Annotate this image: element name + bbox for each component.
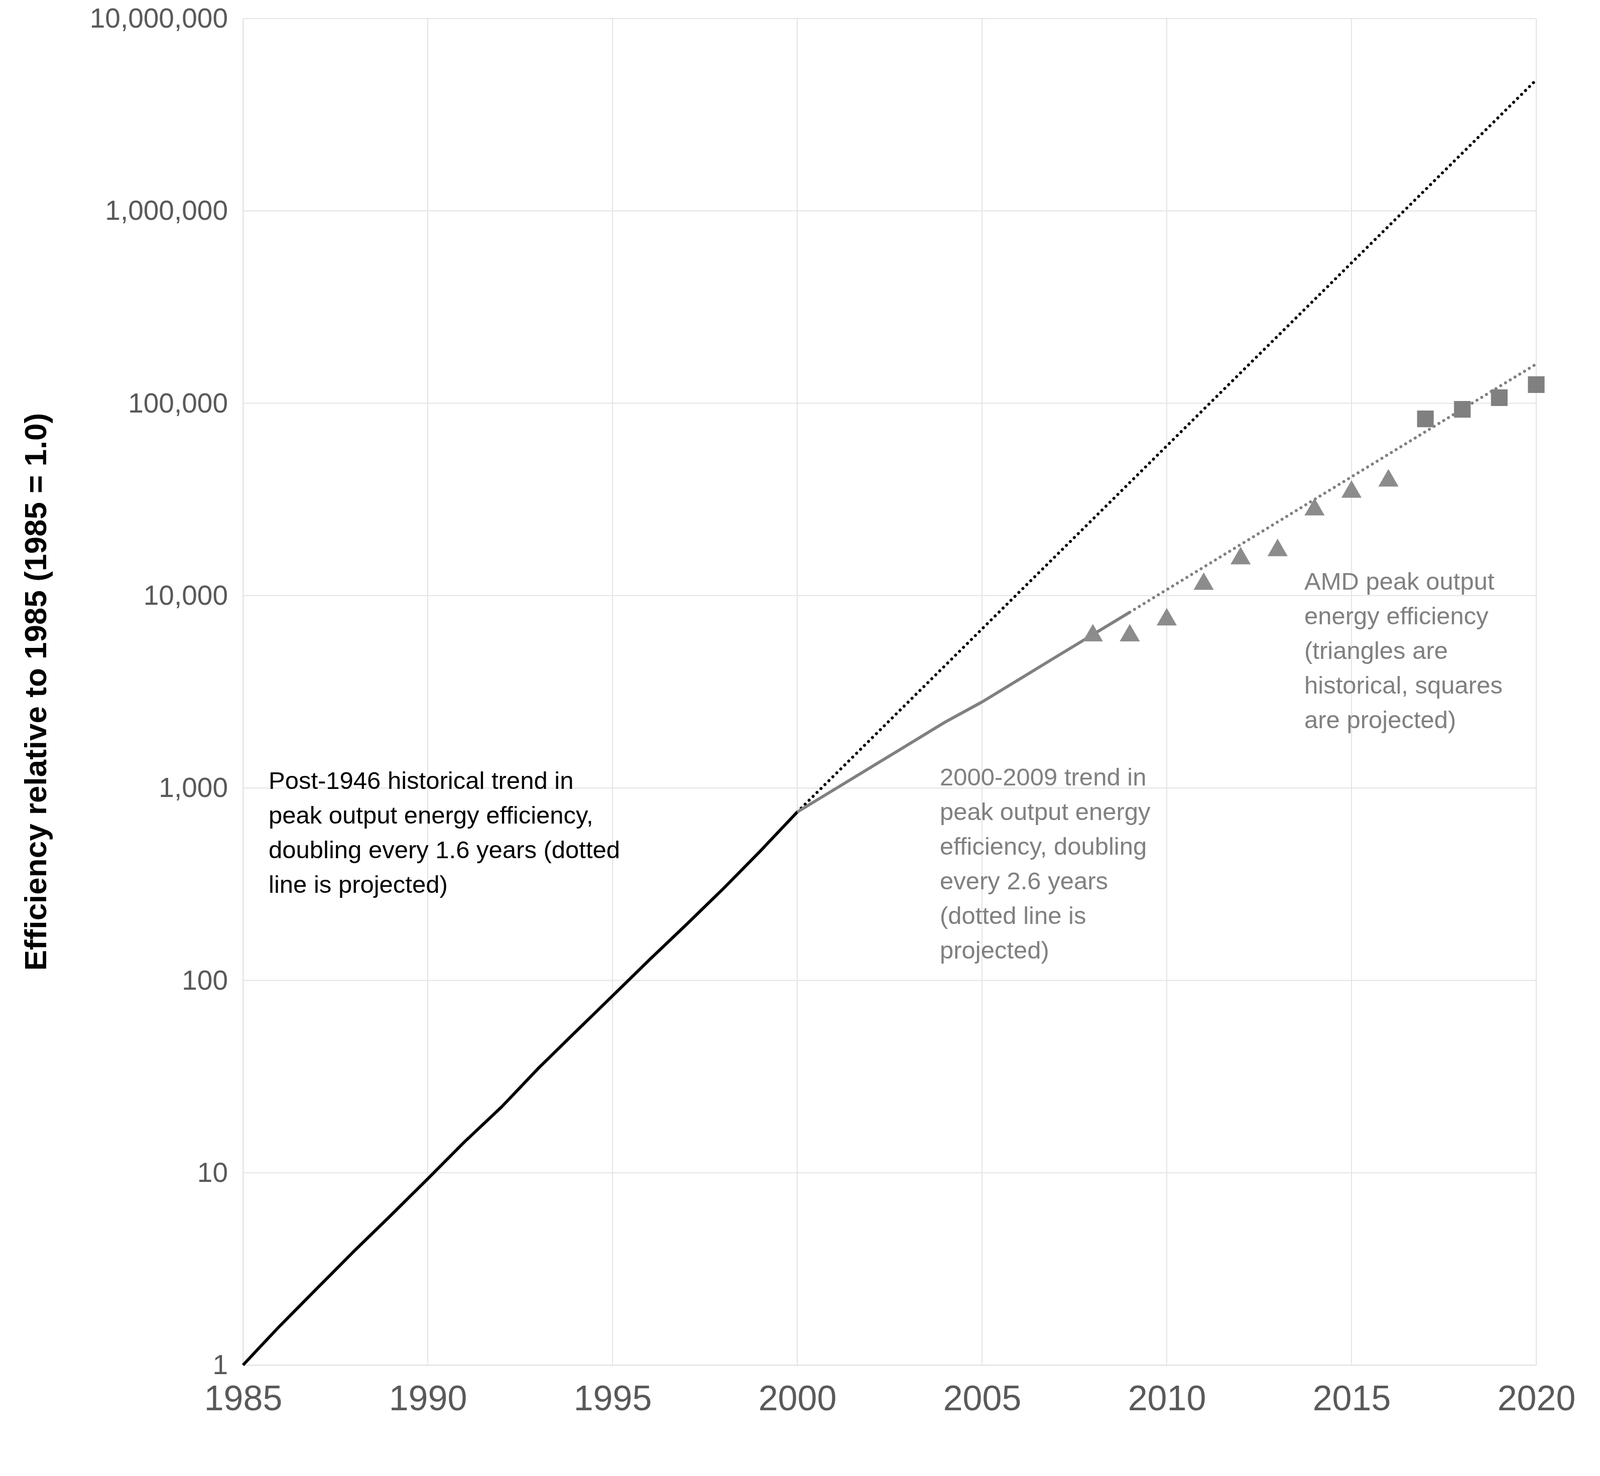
triangle-marker [1378,469,1399,487]
annotation-line: AMD peak output [1304,567,1495,595]
grid-line [242,18,244,1366]
y-tick: 100 [181,964,243,997]
y-tick: 10,000 [143,579,243,611]
projected-line [797,79,1537,813]
x-tick-label: 1995 [573,1379,653,1419]
grid-line [1535,18,1537,1366]
square-marker [1453,401,1471,418]
grid-line [427,18,429,1366]
x-tick-label: 2010 [1128,1379,1207,1419]
grid-line [242,979,1537,981]
triangle-marker [1119,624,1140,642]
annotation-line: 2000-2009 trend in [939,763,1147,791]
x-tick: 2010 [1128,1365,1207,1419]
y-tick: 1 [212,1349,243,1381]
y-tick-label: 100,000 [128,387,228,419]
y-tick: 1,000,000 [104,194,243,226]
grid [242,18,1537,1366]
x-tick-label: 2000 [758,1379,837,1419]
x-tick: 2020 [1497,1365,1576,1419]
x-tick: 1990 [389,1365,468,1419]
y-tick-label: 1,000 [158,772,228,804]
y-tick-label: 10,000,000 [89,2,228,34]
grid-line [242,403,1537,405]
y-tick-label: 1,000,000 [104,194,228,226]
y-axis: 1 10 100 1,000 10,000 100,000 1,000,000 10,000,… [89,2,244,1381]
square-marker [1491,389,1508,407]
x-tick: 1995 [573,1365,653,1419]
grid-line [1166,18,1168,1366]
y-tick-label: 10 [197,1157,228,1189]
x-axis: 1985 1990 1995 2000 2005 2010 2015 2020 [204,1365,1576,1419]
triangle-marker [1304,498,1325,516]
grid-line [611,18,613,1366]
y-tick-label: 10,000 [143,579,228,611]
triangle-marker [1341,480,1362,499]
x-tick-label: 1990 [389,1379,468,1419]
y-tick: 1,000 [158,772,243,804]
annotation-line: projected) [939,936,1050,964]
projected-line [1129,363,1537,613]
x-tick: 2005 [943,1365,1022,1419]
annotation-line: Post-1946 historical trend in [268,767,574,795]
y-tick: 10,000,000 [89,2,243,34]
chart: 1985 1990 1995 2000 2005 2010 2015 2020 1 10 100 1,… [0,0,1600,1476]
x-tick-label: 2015 [1312,1379,1392,1419]
y-tick: 10 [197,1157,243,1189]
annotation-line: are projected) [1304,706,1456,734]
y-axis-line [242,19,244,1367]
grid-line [981,18,983,1366]
x-tick-label: 2020 [1497,1379,1576,1419]
y-tick: 100,000 [128,387,243,419]
annotation: AMD peak output energy efficiency (triangl… [1304,567,1503,734]
annotation-line: peak output energy [939,798,1151,826]
grid-line [242,1365,1537,1367]
y-axis-title: Efficiency relative to 1985 (1985 = 1.0) [18,413,53,971]
annotation: 2000-2009 trend in peak output energy effi… [939,763,1151,964]
annotation-line: line is projected) [268,871,448,899]
grid-line [242,1172,1537,1174]
trend-line [242,812,798,1366]
triangle-marker [1230,547,1251,565]
annotation-line: peak output energy efficiency, [268,801,594,829]
annotation-line: (triangles are [1304,637,1448,665]
x-axis-line [243,1365,1537,1367]
annotation-line: every 2.6 years [939,867,1109,895]
annotation-line: (dotted line is [939,902,1086,930]
annotation-line: energy efficiency [1304,602,1489,630]
triangle-marker [1267,538,1288,557]
plot-area [242,79,1545,1366]
grid-line [242,18,1537,20]
grid-line [242,595,1537,597]
x-tick: 2015 [1312,1365,1392,1419]
annotation-line: efficiency, doubling [939,832,1147,860]
grid-line [242,210,1537,212]
x-tick: 2000 [758,1365,837,1419]
x-tick-label: 2005 [943,1379,1022,1419]
square-marker [1527,376,1545,394]
y-tick-label: 100 [181,964,228,997]
grid-line [796,18,798,1366]
annotation-line: doubling every 1.6 years (dotted [268,836,621,864]
triangle-marker [1156,608,1177,627]
triangle-marker [1193,572,1214,590]
annotation-line: historical, squares [1304,671,1503,699]
x-tick-label: 1985 [204,1379,283,1419]
y-tick-label: 1 [212,1349,228,1381]
square-marker [1417,410,1434,428]
triangle-marker [1082,624,1103,642]
annotation: Post-1946 historical trend in peak output… [268,767,621,899]
